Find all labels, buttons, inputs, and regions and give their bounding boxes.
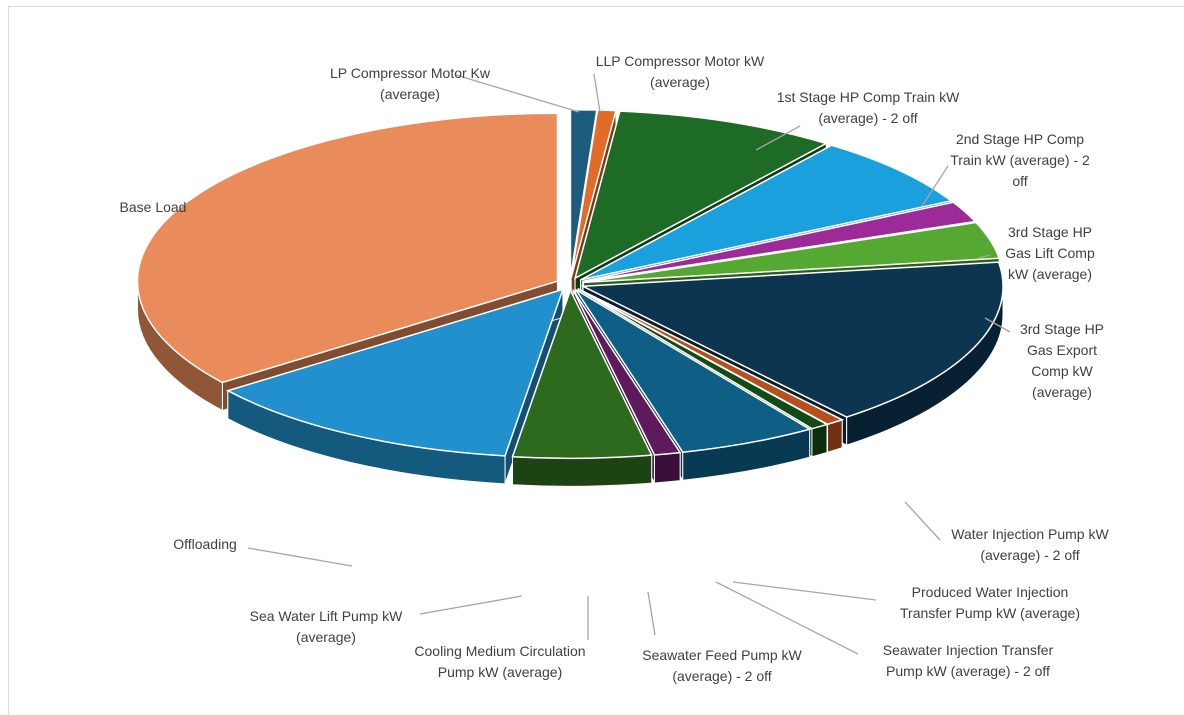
slice-label-line: 1st Stage HP Comp Train kW: [777, 89, 960, 105]
slice-label: Base Load: [120, 199, 187, 215]
slice-label-line: LP Compressor Motor Kw: [330, 65, 491, 81]
slice-label-line: (average): [296, 629, 356, 645]
leader-line: [732, 581, 877, 601]
slice-label-line: Comp kW: [1031, 363, 1093, 379]
slice-label-line: (average) - 2 off: [672, 668, 771, 684]
slice-label-line: Base Load: [120, 199, 187, 215]
slice-label-line: Cooling Medium Circulation: [414, 643, 585, 659]
slice-label-line: 3rd Stage HP: [1020, 321, 1104, 337]
slice-label: 2nd Stage HP Comp Train kW (average) - 2 o…: [950, 131, 1090, 189]
leader-line: [647, 591, 656, 636]
slice-label-line: Gas Export: [1027, 342, 1097, 358]
slice-label: 3rd Stage HP Gas Export Comp kW (average): [1020, 321, 1104, 400]
slice-label: Produced Water Injection Transfer Pump kW…: [900, 584, 1080, 621]
slice-label-line: Seawater Feed Pump kW: [642, 647, 802, 663]
pie-slice: [580, 261, 1004, 418]
slice-label-line: 2nd Stage HP Comp: [956, 131, 1084, 147]
leader-line: [984, 317, 1011, 333]
slice-side: [811, 423, 828, 458]
leader-line: [921, 165, 949, 207]
pie-slice: [570, 109, 617, 278]
slice-label-line: (average) - 2 off: [818, 110, 917, 126]
slice-label: Sea Water Lift Pump kW (average): [250, 608, 404, 645]
leader-line: [977, 254, 991, 259]
slice-side: [512, 454, 653, 487]
slice-label-line: 3rd Stage HP: [1008, 224, 1092, 240]
pie-slice: [572, 289, 682, 456]
slice-label-line: Pump kW (average): [438, 664, 562, 680]
slice-side: [827, 419, 843, 453]
pie-slice: [577, 288, 830, 430]
slice-label: LP Compressor Motor Kw (average): [330, 65, 491, 102]
slice-label: Water Injection Pump kW (average) - 2 off: [951, 526, 1109, 563]
slice-label-line: Produced Water Injection: [912, 584, 1069, 600]
leader-line: [419, 595, 523, 615]
slice-label: 1st Stage HP Comp Train kW (average) - 2 …: [777, 89, 960, 126]
slice-label-line: LLP Compressor Motor kW: [596, 53, 765, 69]
slice-label-line: Gas Lift Comp: [1005, 245, 1095, 261]
slice-label-line: Transfer Pump kW (average): [900, 605, 1080, 621]
slice-side: [653, 452, 681, 484]
leader-line: [593, 73, 601, 113]
pie-tops: [136, 108, 1004, 460]
slice-label: Seawater Injection Transfer Pump kW (aver…: [883, 642, 1054, 679]
pie-slice: [575, 289, 812, 453]
pie-slice: [582, 201, 977, 283]
leader-line: [715, 581, 859, 655]
slice-label-line: Offloading: [173, 536, 237, 552]
pie-slice: [580, 144, 953, 281]
slice-label-line: (average) - 2 off: [980, 547, 1079, 563]
slice-label-line: Sea Water Lift Pump kW: [250, 608, 404, 624]
slice-label-line: kW (average): [1008, 266, 1092, 282]
slice-label: Seawater Feed Pump kW (average) - 2 off: [642, 647, 802, 684]
slice-label-line: Pump kW (average) - 2 off: [886, 663, 1050, 679]
chart-area: [8, 6, 1184, 715]
slice-label: Cooling Medium Circulation Pump kW (avera…: [414, 643, 585, 680]
slice-label-line: (average): [650, 74, 710, 90]
leader-line: [755, 125, 801, 151]
pie-slice: [225, 288, 565, 457]
slice-label-line: off: [1012, 173, 1027, 189]
data-labels: LP Compressor Motor Kw (average)LLP Compr…: [120, 53, 1110, 684]
leader-line: [904, 501, 941, 541]
pie-slice: [511, 288, 653, 460]
slice-label: LLP Compressor Motor kW (average): [596, 53, 765, 90]
slice-label-line: Water Injection Pump kW: [951, 526, 1109, 542]
leader-line: [455, 74, 580, 113]
leader-line: [247, 547, 353, 567]
pie-slice: [136, 112, 559, 384]
slice-label: 3rd Stage HP Gas Lift Comp kW (average): [1005, 224, 1095, 282]
slice-label: Offloading: [173, 536, 237, 552]
slice-label-line: Seawater Injection Transfer: [883, 642, 1054, 658]
slice-label-line: (average): [380, 86, 440, 102]
pie-slice: [573, 110, 829, 280]
slice-label-line: Train kW (average) - 2: [950, 152, 1090, 168]
slice-label-line: (average): [1032, 384, 1092, 400]
pie-slice: [583, 221, 1001, 284]
